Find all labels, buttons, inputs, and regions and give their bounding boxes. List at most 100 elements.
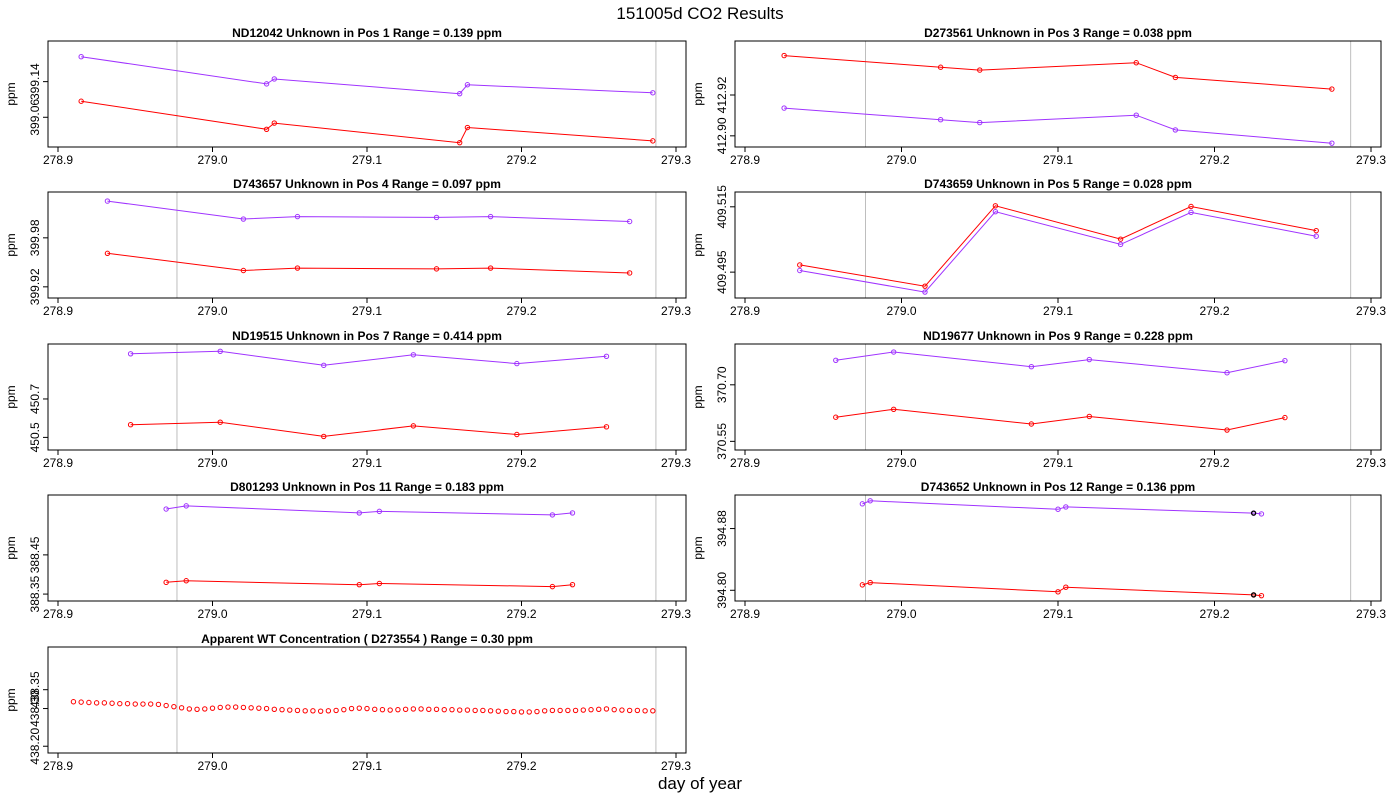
data-point (487, 708, 494, 714)
x-tick-label: 279.3 (1356, 153, 1386, 167)
data-point (410, 423, 417, 429)
data-point (395, 706, 401, 713)
data-point (271, 76, 277, 82)
x-tick-label: 279.0 (197, 456, 227, 470)
data-point (1055, 506, 1061, 512)
data-point (797, 262, 803, 268)
data-point (464, 707, 471, 713)
data-point (603, 706, 610, 712)
y-tick-label: 394.88 (715, 510, 729, 547)
y-tick-label: 388.35 (28, 575, 42, 612)
data-point (104, 198, 111, 204)
x-tick-label: 279.2 (1199, 607, 1229, 621)
data-point (163, 579, 169, 586)
data-point (372, 706, 378, 712)
data-point (833, 414, 839, 420)
data-point (104, 250, 111, 257)
data-point (321, 433, 327, 440)
data-point (78, 699, 84, 705)
panel-3: D743657 Unknown in Pos 4 Range = 0.097 p… (4, 177, 691, 318)
x-tick-label: 279.0 (197, 153, 227, 167)
data-point (317, 708, 324, 714)
highlight-marker (1250, 592, 1257, 598)
data-point (124, 700, 131, 707)
panel-title: D743657 Unknown in Pos 4 Range = 0.097 p… (233, 177, 501, 191)
data-point (977, 119, 983, 126)
data-point (1188, 203, 1194, 210)
x-tick-label: 278.9 (43, 456, 73, 470)
data-point (569, 581, 576, 588)
panel-title: ND19515 Unknown in Pos 7 Range = 0.414 p… (232, 329, 502, 343)
data-point (549, 583, 556, 590)
y-tick-label: 394.80 (715, 572, 729, 609)
series-line (107, 200, 630, 222)
x-tick-label: 279.2 (506, 759, 536, 773)
y-axis-label: ppm (691, 82, 705, 105)
data-point (495, 708, 502, 714)
y-tick-label: 399.98 (28, 219, 42, 256)
data-point (294, 265, 301, 271)
series-line (81, 56, 653, 95)
data-point (487, 265, 494, 271)
panel-title: D273561 Unknown in Pos 3 Range = 0.038 p… (924, 26, 1192, 40)
y-tick-label: 399.92 (28, 268, 42, 305)
data-point (183, 503, 189, 509)
data-point (937, 117, 944, 123)
data-point (603, 424, 610, 430)
data-point (1055, 589, 1061, 595)
data-point (626, 270, 633, 276)
data-point (457, 90, 463, 97)
data-point (457, 707, 463, 713)
panel-title: ND12042 Unknown in Pos 1 Range = 0.139 p… (232, 26, 502, 40)
data-point (1282, 414, 1288, 421)
data-point (1313, 233, 1319, 239)
x-tick-label: 279.1 (352, 153, 382, 167)
x-tick-label: 279.2 (1199, 456, 1229, 470)
data-point (1172, 74, 1179, 81)
x-tick-label: 278.9 (43, 759, 73, 773)
data-point (634, 707, 641, 714)
data-point (341, 706, 347, 713)
y-tick-label: 412.92 (715, 76, 729, 113)
data-point (449, 706, 455, 713)
data-point (1188, 209, 1194, 216)
panel-title: Apparent WT Concentration ( D273554 ) Ra… (201, 632, 533, 646)
y-axis-label: ppm (4, 536, 18, 559)
plot-frame (734, 494, 1382, 602)
data-point (418, 706, 424, 712)
y-tick-label: 370.55 (715, 423, 729, 460)
x-tick-label: 279.3 (1356, 304, 1386, 318)
data-point (217, 419, 223, 425)
data-point (78, 98, 84, 104)
data-point (565, 707, 571, 714)
plot-frame (47, 191, 687, 299)
data-point (433, 706, 440, 712)
x-tick-label: 279.3 (1356, 456, 1386, 470)
plot-frame (734, 40, 1382, 148)
data-point (922, 283, 928, 289)
data-point (518, 709, 525, 715)
data-point (155, 701, 162, 708)
x-tick-label: 279.1 (1043, 456, 1073, 470)
data-point (287, 707, 293, 713)
data-point (1258, 511, 1265, 517)
series-line (784, 107, 1332, 144)
series-line (130, 421, 607, 437)
plot-frame (47, 494, 687, 602)
data-point (922, 289, 928, 295)
data-point (1086, 356, 1093, 363)
data-point (977, 67, 983, 73)
data-point (1172, 127, 1179, 133)
data-point (1086, 413, 1093, 420)
x-axis-label: day of year (657, 774, 743, 793)
y-tick-label: 409.495 (715, 250, 729, 294)
data-point (833, 357, 839, 364)
y-tick-label: 412.90 (715, 117, 729, 154)
data-point (480, 707, 486, 714)
y-tick-label: 438.20 (28, 728, 42, 765)
x-tick-label: 278.9 (730, 304, 760, 318)
data-point (376, 508, 383, 515)
series-line (799, 211, 1317, 293)
data-point (890, 406, 897, 413)
data-point (202, 706, 208, 712)
